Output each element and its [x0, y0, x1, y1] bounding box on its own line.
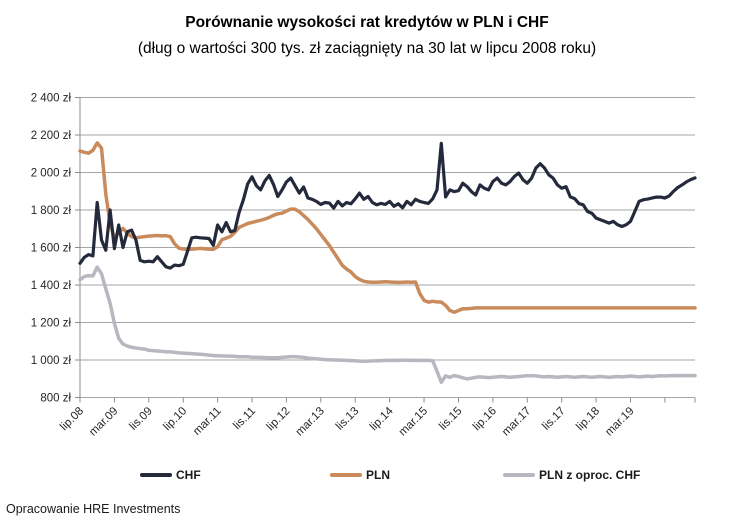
x-axis-tick-label: mar.19 [603, 405, 636, 438]
series-line-pln-z-oproc-chf [78, 265, 697, 385]
legend-label: PLN z oproc. CHF [539, 468, 641, 482]
legend-swatch [140, 473, 172, 477]
y-axis-tick-label: 2 200 zł [31, 130, 72, 142]
x-axis-tick-label: lis.13 [334, 405, 361, 432]
legend-swatch [503, 473, 535, 477]
legend-swatch [330, 473, 362, 477]
x-axis-tick-label: mar.13 [294, 405, 327, 438]
legend-item-pln: PLN [330, 466, 390, 484]
chart-title: Porównanie wysokości rat kredytów w PLN … [185, 14, 549, 31]
x-axis-tick-label: lip.12 [265, 405, 293, 433]
y-axis-tick-label: 2 000 zł [31, 168, 72, 180]
x-axis-tick-label: mar.17 [500, 405, 533, 438]
x-axis-tick-label: mar.09 [87, 405, 120, 438]
legend-item-chf: CHF [140, 466, 201, 484]
y-axis-tick-label: 2 400 zł [31, 93, 72, 105]
legend-label: PLN [366, 468, 390, 482]
y-axis-tick-label: 1 400 zł [31, 280, 72, 292]
legend-label: CHF [176, 468, 201, 482]
y-axis-tick-label: 800 zł [40, 393, 71, 405]
x-axis-tick-label: lip.14 [368, 405, 396, 433]
x-axis-tick-label: lis.09 [127, 405, 154, 432]
x-axis-tick-label: lip.08 [58, 405, 86, 433]
legend-item-pln-z-oproc-chf: PLN z oproc. CHF [503, 466, 640, 484]
x-axis-tick-label: lip.10 [161, 405, 189, 433]
y-axis-tick-label: 1 200 zł [31, 318, 72, 330]
series-line-chf [78, 141, 697, 270]
chart-svg: 2 400 zł 2 200 zł 2 000 zł 1 800 zł 1 600 zł… [31, 93, 697, 438]
y-axis-tick-label: 1 600 zł [31, 243, 72, 255]
x-axis-tick-label: mar.15 [397, 405, 430, 438]
source-note: Opracowanie HRE Investments [6, 502, 181, 516]
chart-subtitle: (dług o wartości 300 tys. zł zaciągnięty… [137, 40, 597, 57]
x-axis-tick-label: mar.11 [191, 405, 224, 438]
series-line-pln [78, 141, 697, 314]
x-axis-tick-label: lis.11 [231, 405, 258, 432]
x-axis-tick-label: lip.16 [471, 405, 499, 433]
x-axis-tick-label: lis.17 [540, 405, 567, 432]
chart-legend: CHF PLN PLN z oproc. CHF [0, 466, 734, 484]
y-axis-tick-label: 1 000 zł [31, 355, 72, 367]
x-axis-tick-label: lis.15 [437, 405, 464, 432]
y-axis-tick-label: 1 800 zł [31, 205, 72, 217]
x-axis-tick-label: lip.18 [574, 405, 602, 433]
